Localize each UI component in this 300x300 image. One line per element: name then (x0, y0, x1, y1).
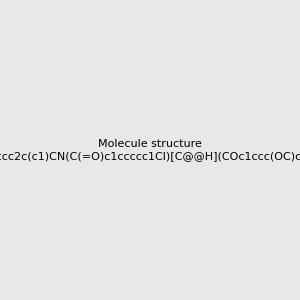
Text: Molecule structure
COc1ccc2c(c1)CN(C(=O)c1ccccc1Cl)[C@@H](COc1ccc(OC)cc1)C2: Molecule structure COc1ccc2c(c1)CN(C(=O)… (0, 139, 300, 161)
